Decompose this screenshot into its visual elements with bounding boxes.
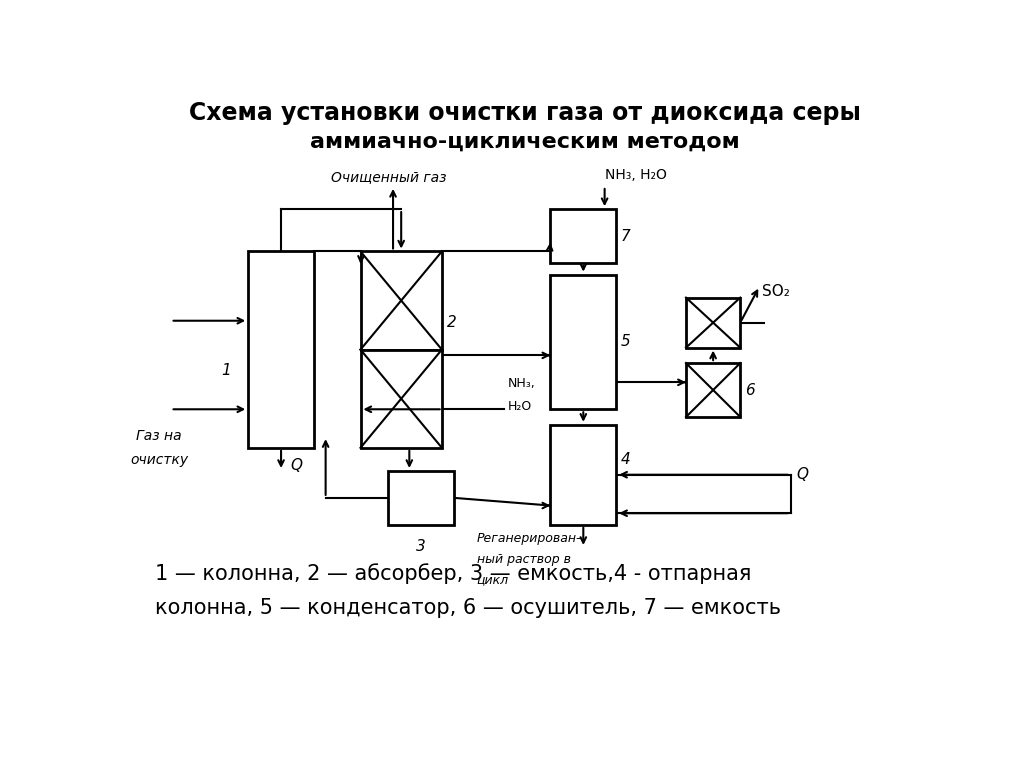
Text: SO₂: SO₂ [762, 284, 790, 299]
Text: колонна, 5 — конденсатор, 6 — осушитель, 7 — емкость: колонна, 5 — конденсатор, 6 — осушитель,… [155, 598, 781, 618]
Text: 3: 3 [416, 538, 425, 554]
Bar [550, 275, 616, 410]
Text: 1 — колонна, 2 — абсорбер, 3 — емкость,4 - отпарная: 1 — колонна, 2 — абсорбер, 3 — емкость,4… [155, 563, 752, 584]
Bar [248, 252, 314, 448]
Bar [550, 425, 616, 525]
Text: Очищенный газ: Очищенный газ [332, 170, 446, 184]
Bar [686, 363, 740, 417]
Text: аммиачно-циклическим методом: аммиачно-циклическим методом [310, 132, 739, 152]
Bar [686, 298, 740, 347]
Text: 6: 6 [744, 383, 755, 397]
Text: очистку: очистку [130, 453, 188, 467]
Text: Q: Q [796, 467, 808, 482]
Bar [360, 350, 442, 448]
Bar [550, 209, 616, 263]
Text: Газ на: Газ на [136, 429, 182, 443]
Text: 4: 4 [621, 453, 631, 467]
Text: ный раствор в: ный раствор в [477, 553, 570, 566]
Text: NH₃,: NH₃, [508, 377, 536, 390]
Text: 5: 5 [621, 334, 631, 350]
Bar [388, 471, 454, 525]
Text: Схема установки очистки газа от диоксида серы: Схема установки очистки газа от диоксида… [188, 101, 861, 125]
Text: 2: 2 [447, 315, 457, 330]
Text: цикл: цикл [477, 573, 509, 586]
Text: 1: 1 [221, 364, 231, 378]
Text: Реганерирован-: Реганерирован- [477, 532, 582, 545]
Text: NH₃, H₂O: NH₃, H₂O [605, 168, 667, 182]
Text: 7: 7 [621, 229, 631, 244]
Text: Q: Q [291, 458, 302, 473]
Bar [360, 252, 442, 350]
Text: H₂O: H₂O [508, 400, 532, 413]
